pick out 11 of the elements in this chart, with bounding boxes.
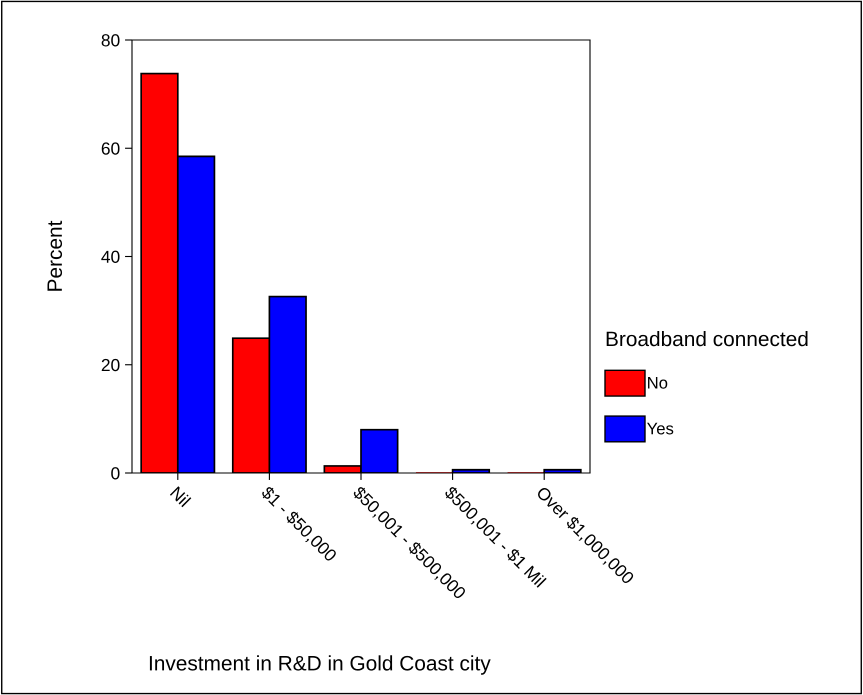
x-axis-title: Investment in R&D in Gold Coast city xyxy=(150,655,491,675)
x-tick-label: Nil xyxy=(170,486,192,508)
legend-title: Broadband connected xyxy=(606,330,808,346)
y-tick-label: 40 xyxy=(101,250,120,263)
legend-label: No xyxy=(648,377,668,389)
y-tick-label: 60 xyxy=(102,142,120,155)
y-tick-label: 0 xyxy=(111,467,120,480)
legend-label: Yes xyxy=(647,422,674,434)
y-axis-title: Percent xyxy=(48,220,62,291)
y-tick-label: 80 xyxy=(102,34,120,46)
y-tick-label: 20 xyxy=(102,358,120,372)
